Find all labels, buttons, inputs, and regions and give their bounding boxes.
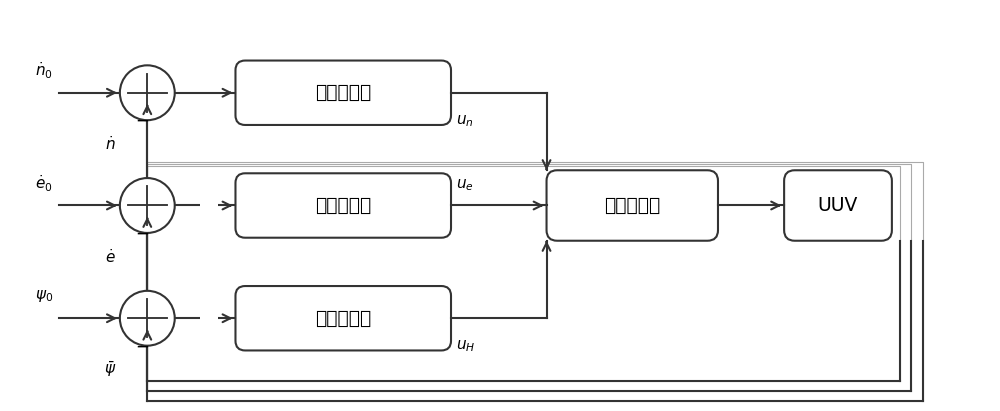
FancyBboxPatch shape [784,170,892,241]
Text: 横向控制器: 横向控制器 [315,196,371,215]
Circle shape [120,178,175,233]
FancyBboxPatch shape [547,170,718,241]
Text: $\dot{e}_0$: $\dot{e}_0$ [35,173,52,194]
Circle shape [120,65,175,120]
Text: $\dot{n}$: $\dot{n}$ [105,135,115,153]
Text: $u_n$: $u_n$ [456,113,474,129]
FancyBboxPatch shape [235,60,451,125]
Text: $u_e$: $u_e$ [456,178,474,193]
Text: $\dot{e}$: $\dot{e}$ [105,248,115,266]
Text: $\dot{n}_0$: $\dot{n}_0$ [35,60,53,81]
FancyBboxPatch shape [235,173,451,238]
Text: 动力推进器: 动力推进器 [604,196,660,215]
Text: UUV: UUV [818,196,858,215]
Text: 纵向控制器: 纵向控制器 [315,83,371,102]
Text: $\bar{\psi}$: $\bar{\psi}$ [104,360,116,379]
Text: −: − [135,337,149,356]
Text: 艳向控制器: 艳向控制器 [315,309,371,328]
FancyBboxPatch shape [200,307,218,329]
Text: −: − [135,225,149,243]
Circle shape [120,291,175,346]
FancyBboxPatch shape [200,194,218,217]
Text: −: − [135,112,149,130]
Text: $\psi_0$: $\psi_0$ [35,288,53,304]
FancyBboxPatch shape [235,286,451,351]
Text: $u_H$: $u_H$ [456,339,475,354]
